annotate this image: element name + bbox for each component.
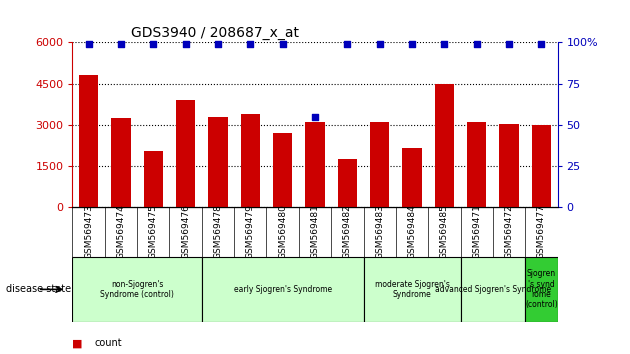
Bar (525, 257, 558, 322)
Text: GSM569472: GSM569472 (505, 205, 513, 259)
Text: Sjogren
's synd
rome
(control): Sjogren 's synd rome (control) (525, 269, 558, 309)
Point (116, 41, 126, 47)
Bar (241, 114, 260, 207)
Point (472, 41, 482, 47)
Bar (403, 148, 421, 207)
Bar (467, 122, 486, 207)
Text: GSM569479: GSM569479 (246, 204, 255, 259)
Text: GSM569474: GSM569474 (117, 205, 125, 259)
Text: count: count (94, 338, 122, 348)
Bar (435, 84, 454, 207)
Point (342, 41, 352, 47)
Text: moderate Sjogren's
Syndrome: moderate Sjogren's Syndrome (375, 280, 449, 299)
Bar (79, 75, 98, 207)
Text: disease state: disease state (6, 284, 71, 295)
Text: GSM569483: GSM569483 (375, 204, 384, 259)
Text: GSM569481: GSM569481 (311, 204, 319, 259)
Point (310, 114, 320, 119)
Bar (532, 125, 551, 207)
Bar (306, 122, 324, 207)
Point (407, 41, 417, 47)
Bar (370, 122, 389, 207)
Text: GSM569485: GSM569485 (440, 204, 449, 259)
Bar (273, 133, 292, 207)
Bar (209, 117, 227, 207)
Bar (144, 151, 163, 207)
Point (536, 41, 546, 47)
Point (439, 41, 449, 47)
Point (213, 41, 223, 47)
Text: GSM569471: GSM569471 (472, 204, 481, 259)
Text: GSM569480: GSM569480 (278, 204, 287, 259)
Text: GSM569476: GSM569476 (181, 204, 190, 259)
Point (148, 41, 158, 47)
Point (504, 41, 514, 47)
Text: GSM569484: GSM569484 (408, 205, 416, 259)
Point (245, 41, 255, 47)
Text: advanced Sjogren's Syndrome: advanced Sjogren's Syndrome (435, 285, 551, 294)
Bar (364, 257, 461, 322)
Text: GSM569473: GSM569473 (84, 204, 93, 259)
Text: GSM569477: GSM569477 (537, 204, 546, 259)
Bar (500, 124, 518, 207)
Bar (338, 159, 357, 207)
Text: GSM569482: GSM569482 (343, 205, 352, 259)
Text: ■: ■ (72, 338, 83, 348)
Text: GSM569475: GSM569475 (149, 204, 158, 259)
Bar (461, 257, 525, 322)
Bar (112, 118, 130, 207)
Point (181, 41, 191, 47)
Point (278, 41, 288, 47)
Text: non-Sjogren's
Syndrome (control): non-Sjogren's Syndrome (control) (100, 280, 174, 299)
Bar (176, 100, 195, 207)
Bar (202, 257, 364, 322)
Bar (72, 257, 202, 322)
Text: GDS3940 / 208687_x_at: GDS3940 / 208687_x_at (130, 26, 299, 40)
Point (84, 41, 94, 47)
Text: early Sjogren's Syndrome: early Sjogren's Syndrome (234, 285, 332, 294)
Text: GSM569478: GSM569478 (214, 204, 222, 259)
Point (375, 41, 385, 47)
